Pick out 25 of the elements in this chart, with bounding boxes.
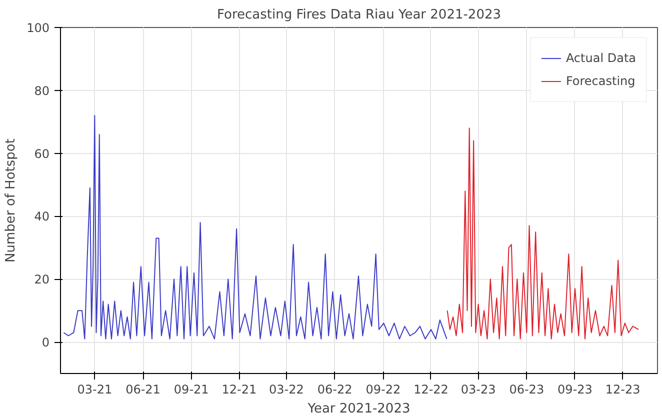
y-tick-label: 0 bbox=[42, 336, 50, 350]
x-tick-label: 03-23 bbox=[460, 382, 496, 396]
x-tick-label: 12-23 bbox=[605, 382, 640, 396]
x-tick-label: 06-21 bbox=[126, 382, 160, 396]
x-tick-label: 09-21 bbox=[174, 382, 209, 396]
legend-label: Forecasting bbox=[566, 74, 636, 88]
y-tick-label: 60 bbox=[34, 146, 50, 161]
y-tick-label: 20 bbox=[34, 272, 50, 287]
x-tick-label: 12-21 bbox=[222, 382, 257, 396]
line-series bbox=[446, 128, 640, 340]
x-tick-label: 03-22 bbox=[269, 382, 304, 396]
x-tick-label: 03-21 bbox=[77, 382, 112, 396]
x-tick-label: 06-22 bbox=[317, 382, 352, 396]
chart-title: Forecasting Fires Data Riau Year 2021-2023 bbox=[216, 8, 502, 22]
x-tick-label: 09-23 bbox=[558, 382, 592, 396]
x-tick-label: 09-22 bbox=[366, 382, 401, 396]
y-tick-label: 80 bbox=[34, 84, 50, 98]
x-tick-label: 06-23 bbox=[509, 382, 544, 396]
y-axis-title: Number of Hotspot bbox=[4, 138, 19, 262]
y-tick-label: 40 bbox=[34, 210, 50, 224]
y-tick-label: 100 bbox=[26, 21, 50, 35]
x-axis-title: Year 2021-2023 bbox=[306, 402, 410, 416]
x-tick-label: 12-22 bbox=[414, 382, 448, 396]
legend-label: Actual Data bbox=[566, 51, 636, 65]
line-series bbox=[63, 115, 448, 340]
